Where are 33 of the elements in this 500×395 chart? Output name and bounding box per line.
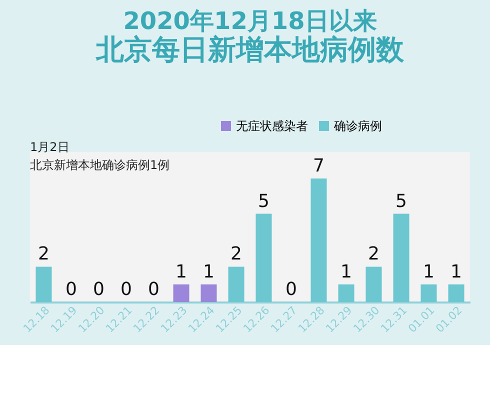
bar <box>310 178 327 302</box>
legend-label: 无症状感染者 <box>236 119 308 133</box>
data-label: 1 <box>340 261 352 282</box>
data-label: 0 <box>148 279 160 300</box>
data-label: 2 <box>230 244 242 265</box>
bar <box>256 214 272 302</box>
data-label: 0 <box>93 279 104 300</box>
bar <box>200 284 217 302</box>
data-label: 0 <box>286 279 297 300</box>
bar <box>393 214 410 302</box>
bar <box>420 284 437 302</box>
bar <box>173 284 190 302</box>
data-label: 7 <box>313 155 324 176</box>
data-label: 1 <box>423 261 434 282</box>
data-label: 5 <box>396 190 407 212</box>
bar <box>228 266 244 302</box>
chart-subtitle: 北京每日新增本地病例数 <box>95 33 405 66</box>
data-label: 2 <box>38 244 50 265</box>
bar <box>338 284 354 302</box>
data-label: 5 <box>258 190 270 212</box>
chart-title: 2020年12月18日以来 <box>123 7 377 35</box>
data-label: 1 <box>450 261 462 282</box>
text: 北京新增本地确诊病例1例 <box>30 158 170 172</box>
bar <box>366 266 382 302</box>
data-label: 1 <box>203 261 214 282</box>
bar <box>36 266 52 302</box>
bar <box>448 284 464 302</box>
data-label: 2 <box>368 244 380 265</box>
text: 1月2日 <box>30 140 70 154</box>
data-label: 0 <box>120 279 132 300</box>
data-label: 1 <box>176 261 187 282</box>
legend-label: 确诊病例 <box>333 119 382 133</box>
data-label: 0 <box>66 279 77 300</box>
